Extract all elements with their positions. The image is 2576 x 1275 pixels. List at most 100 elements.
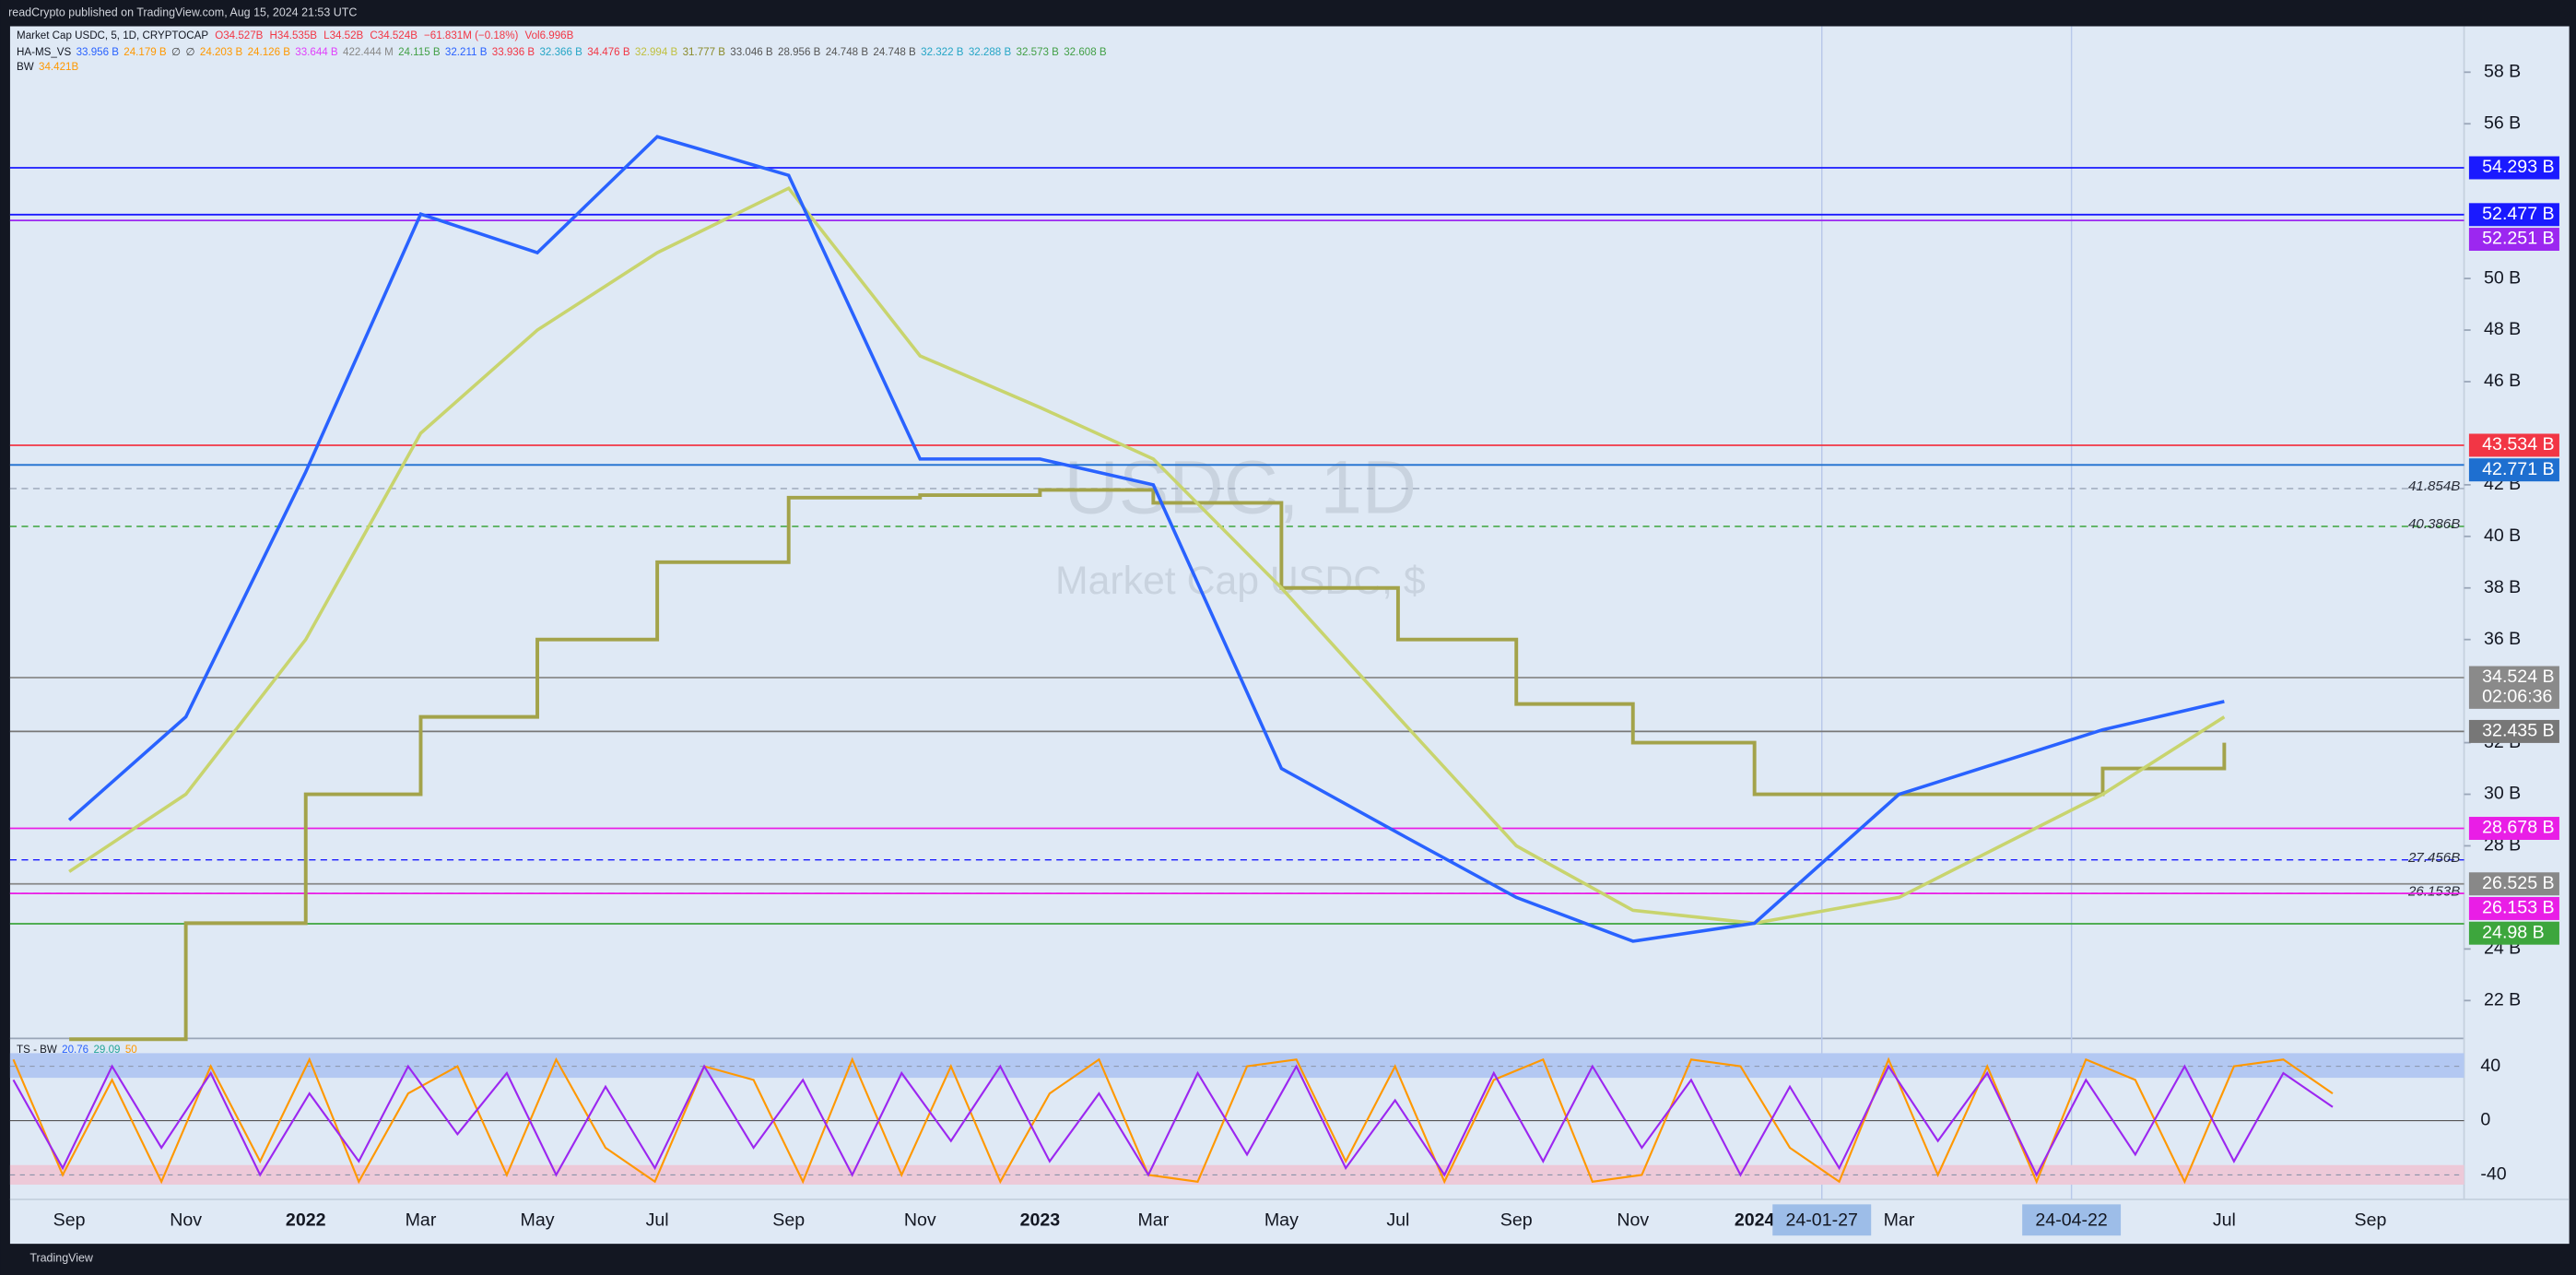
legend-line: HA-MS_VS 33.956 B 24.179 B ∅ ∅ 24.203 B 24.126… — [17, 47, 1107, 58]
series-line — [67, 135, 2225, 943]
x-tick-label: 2024 — [1735, 1210, 1775, 1230]
dashed-level-label: 40.386B — [2408, 516, 2460, 532]
legend-indicator-value: ∅ — [185, 47, 194, 58]
level-price-label: 43.534 B — [2482, 434, 2554, 455]
overbought-band — [9, 1053, 2464, 1079]
level-price-label: 34.524 B — [2482, 667, 2554, 687]
legend-bw: BW — [17, 62, 34, 73]
legend-ohlc: −61.831M (−0.18%) — [424, 30, 518, 41]
osc-tick-label: -40 — [2480, 1164, 2506, 1185]
crosshair-label-box — [1772, 1204, 1872, 1236]
level-price-box — [2468, 203, 2559, 227]
legend-indicator-value: ∅ — [171, 47, 181, 58]
x-tick-label: Jul — [2213, 1210, 2236, 1230]
y-tick-label: 58 B — [2484, 61, 2521, 81]
crosshair-label-box — [2022, 1204, 2122, 1236]
level-price-box — [2468, 817, 2559, 840]
level-price-box — [2468, 458, 2559, 482]
legend-indicator-value: 32.994 B — [635, 47, 678, 58]
y-tick-label: 28 B — [2484, 835, 2521, 856]
watermark-title: USDC, 1D — [1065, 445, 1417, 529]
osc-line — [12, 1057, 2334, 1185]
dashed-level-label: 26.153B — [2407, 883, 2460, 899]
level-price-label: 26.525 B — [2482, 873, 2554, 893]
legend-indicator-value: 32.322 B — [921, 47, 964, 58]
osc-line — [12, 1064, 2334, 1177]
legend-indicator-value: 24.126 B — [248, 47, 291, 58]
legend-volume: Vol6.996B — [525, 30, 574, 41]
dashed-level-label: 41.854B — [2408, 478, 2460, 494]
x-tick-label: Sep — [772, 1210, 805, 1230]
y-tick-label: 36 B — [2484, 629, 2521, 649]
series-line — [69, 488, 2227, 1042]
crosshair-label: 24-04-22 — [2035, 1210, 2107, 1230]
chart-background — [9, 26, 2570, 1245]
x-tick-label: Nov — [904, 1210, 936, 1230]
level-price-box — [2468, 156, 2559, 180]
osc-tick-label: 0 — [2480, 1110, 2490, 1130]
legend-indicator: HA-MS_VS — [17, 47, 71, 58]
dashed-level-label: 27.456B — [2407, 850, 2460, 866]
series-line — [68, 185, 2226, 926]
legend-indicator-value: 24.748 B — [873, 47, 916, 58]
legend-indicator-value: 33.936 B — [492, 47, 535, 58]
legend-bw-value: 34.421B — [39, 62, 78, 73]
legend-ohlc: L34.52B — [323, 30, 363, 41]
y-tick-label: 56 B — [2484, 112, 2521, 133]
legend-indicator-value: 32.608 B — [1064, 47, 1107, 58]
x-tick-label: Sep — [2355, 1210, 2387, 1230]
legend-indicator-value: 33.956 B — [76, 47, 120, 58]
level-price-label: 42.771 B — [2482, 459, 2554, 479]
y-tick-label: 22 B — [2484, 989, 2521, 1009]
level-price-box — [2468, 719, 2559, 743]
published-note: readCrypto published on TradingView.com,… — [8, 6, 357, 19]
y-tick-label: 40 B — [2484, 525, 2521, 546]
x-tick-label: Mar — [1884, 1210, 1915, 1230]
level-price-label: 52.251 B — [2482, 229, 2554, 249]
legend-indicator-value: 33.046 B — [730, 47, 773, 58]
legend-ohlc: O34.527B — [215, 30, 263, 41]
legend-indicator-value: 34.476 B — [587, 47, 630, 58]
y-tick-label: 38 B — [2484, 577, 2521, 597]
x-tick-label: Nov — [1617, 1210, 1649, 1230]
legend-indicator-value: 28.956 B — [778, 47, 821, 58]
y-tick-label: 30 B — [2484, 784, 2521, 804]
osc-legend-value: 29.09 — [93, 1045, 120, 1056]
x-tick-label: Nov — [170, 1210, 202, 1230]
level-price-box — [2468, 921, 2559, 945]
legend-indicator-value: 32.211 B — [445, 47, 488, 58]
level-countdown: 02:06:36 — [2482, 687, 2552, 707]
x-tick-label: Mar — [1137, 1210, 1169, 1230]
level-price-label: 24.98 B — [2482, 922, 2545, 942]
legend-indicator-value: 24.115 B — [398, 47, 441, 58]
x-tick-label: 2023 — [1020, 1210, 1061, 1230]
level-price-box — [2468, 896, 2559, 920]
legend-indicator-value: 32.573 B — [1017, 47, 1060, 58]
legend-indicator-value: 24.748 B — [826, 47, 869, 58]
level-price-label: 54.293 B — [2482, 157, 2554, 177]
osc-legend-value: 50 — [125, 1045, 137, 1056]
legend-symbol: Market Cap USDC, 5, 1D, CRYPTOCAP — [17, 30, 208, 41]
legend-indicator-value: 32.288 B — [969, 47, 1012, 58]
x-tick-label: Mar — [406, 1210, 437, 1230]
footer-brand: TradingView — [29, 1251, 94, 1264]
osc-tick-label: 40 — [2480, 1056, 2500, 1076]
legend-indicator-value: 31.777 B — [683, 47, 726, 58]
legend-line: Market Cap USDC, 5, 1D, CRYPTOCAP O34.527… — [17, 30, 574, 41]
legend-indicator-value: 32.366 B — [539, 47, 582, 58]
y-tick-label: 50 B — [2484, 267, 2521, 288]
legend-indicator-value: 422.444 M — [343, 47, 394, 58]
legend-ohlc: H34.535B — [270, 30, 318, 41]
osc-legend-value: 20.76 — [62, 1045, 88, 1056]
legend-ohlc: C34.524B — [370, 30, 418, 41]
osc-title: TS - BW — [17, 1045, 57, 1056]
level-price-box — [2468, 433, 2559, 457]
watermark-subtitle: Market Cap USDC, $ — [1055, 559, 1426, 603]
y-tick-label: 48 B — [2484, 319, 2521, 339]
legend-line: BW 34.421B — [17, 62, 78, 73]
x-tick-label: Sep — [53, 1210, 86, 1230]
level-price-box — [2468, 666, 2559, 709]
legend-indicator-value: 24.203 B — [200, 47, 243, 58]
